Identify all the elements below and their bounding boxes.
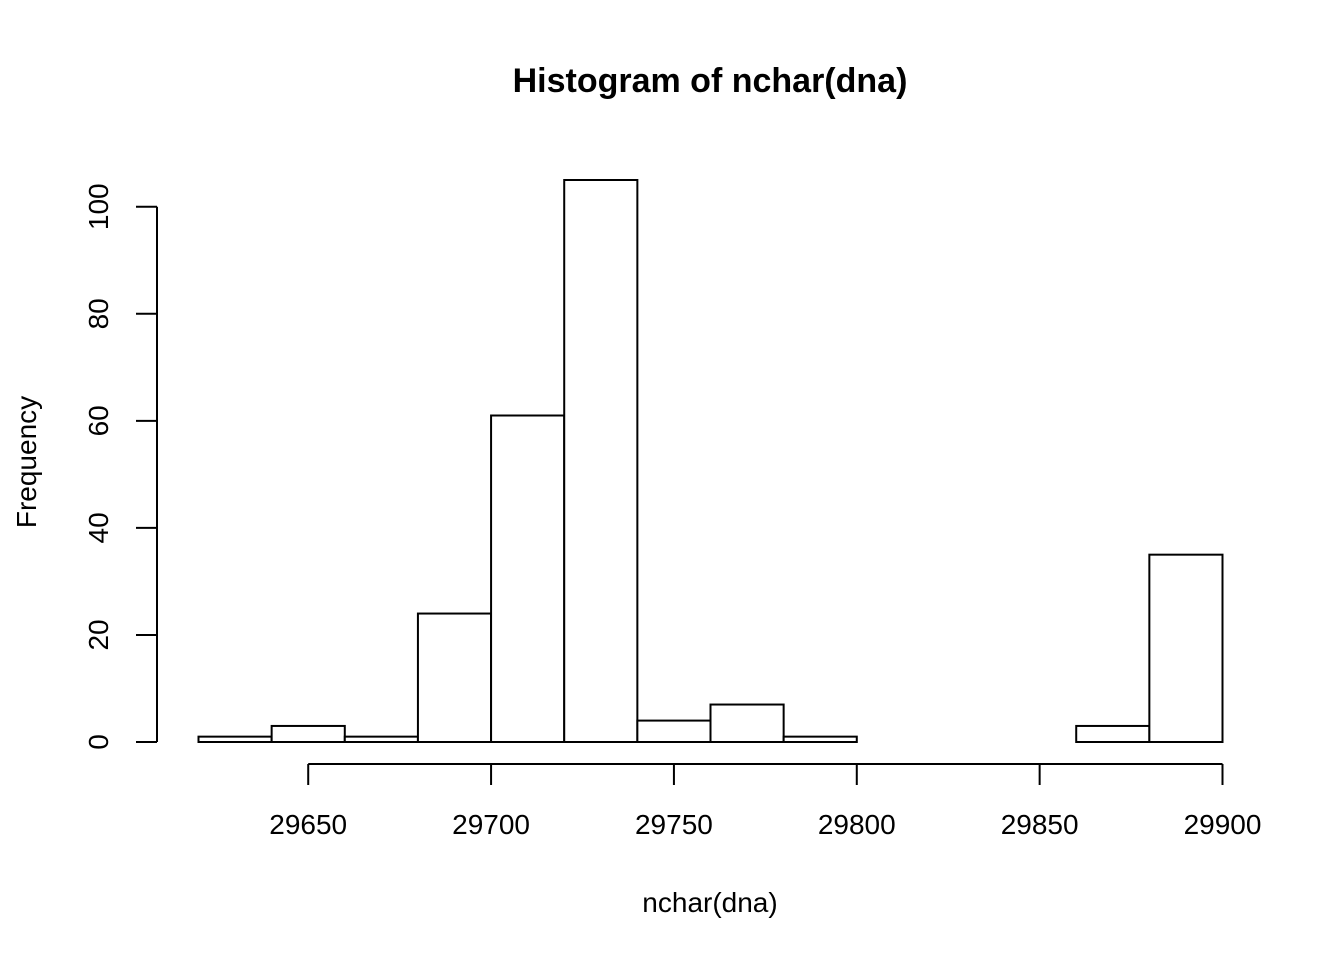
y-tick-label-3: 60 xyxy=(83,405,114,436)
histogram-bar-5 xyxy=(563,179,639,743)
histogram-bar-4 xyxy=(490,414,566,743)
y-tick-label-4: 80 xyxy=(83,298,114,329)
x-tick-label-3: 29800 xyxy=(818,809,896,840)
chart-title: Histogram of nchar(dna) xyxy=(513,62,908,100)
histogram-bar-13 xyxy=(1148,553,1224,744)
y-axis: 0 20 40 60 80 100 xyxy=(83,183,158,750)
y-tick-label-5: 100 xyxy=(83,183,114,230)
x-tick-label-4: 29850 xyxy=(1001,809,1079,840)
histogram-bar-0 xyxy=(197,735,273,744)
histogram-bar-2 xyxy=(343,735,419,744)
x-tick-label-2: 29750 xyxy=(635,809,713,840)
histogram-bar-1 xyxy=(270,724,346,744)
histogram-bar-8 xyxy=(782,735,858,744)
y-tick-label-0: 0 xyxy=(83,734,114,750)
y-axis-label: Frequency xyxy=(11,396,42,528)
histogram-bar-12 xyxy=(1075,724,1151,744)
histogram-bar-6 xyxy=(636,719,712,743)
x-tick-label-5: 29900 xyxy=(1184,809,1262,840)
x-tick-label-0: 29650 xyxy=(269,809,347,840)
x-axis: 29650 29700 29750 29800 29850 29900 xyxy=(269,763,1262,840)
histogram-bar-7 xyxy=(709,703,785,743)
y-tick-label-2: 40 xyxy=(83,512,114,543)
bars-group xyxy=(197,179,1224,744)
x-tick-label-1: 29700 xyxy=(452,809,530,840)
x-axis-label: nchar(dna) xyxy=(642,887,777,918)
y-tick-label-1: 20 xyxy=(83,619,114,650)
histogram-bar-3 xyxy=(416,612,493,743)
